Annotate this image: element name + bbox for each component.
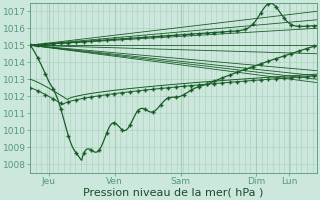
X-axis label: Pression niveau de la mer( hPa ): Pression niveau de la mer( hPa ) bbox=[84, 187, 264, 197]
